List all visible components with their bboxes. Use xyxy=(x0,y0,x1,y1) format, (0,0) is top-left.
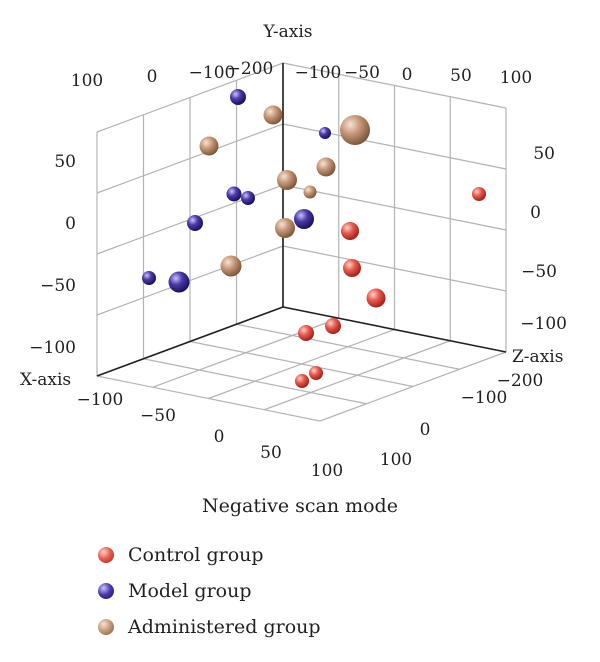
grid-line xyxy=(319,351,507,422)
point-control xyxy=(341,222,359,240)
top-tick-label: 0 xyxy=(147,67,158,87)
x-tick-label: 100 xyxy=(311,461,343,481)
point-administered xyxy=(275,218,295,238)
chart-subtitle: Negative scan mode xyxy=(202,495,398,517)
grid-line xyxy=(96,62,284,133)
y-tick-label: −50 xyxy=(521,262,557,282)
points-layer xyxy=(142,89,486,388)
legend-item-control: Control group xyxy=(98,540,264,570)
point-control xyxy=(309,366,323,380)
y-tick-label: 50 xyxy=(533,144,555,164)
y-tick-label: 0 xyxy=(65,214,76,234)
axis-titles: Y-axis X-axis Z-axis xyxy=(20,22,563,390)
y-tick-label: −50 xyxy=(40,276,76,296)
point-administered xyxy=(316,157,336,177)
top-tick-label: 100 xyxy=(500,68,532,88)
top-tick-label: 100 xyxy=(71,71,103,91)
top-tick-label: −50 xyxy=(344,63,380,83)
legend-item-model: Model group xyxy=(98,576,252,606)
point-control xyxy=(343,259,361,277)
x-tick-label: −50 xyxy=(140,406,176,426)
top-tick-label: 50 xyxy=(450,66,472,86)
legend-label: Control group xyxy=(128,544,264,566)
top-tick-label: −100 xyxy=(189,63,236,83)
grid-line xyxy=(96,375,321,422)
grid-line xyxy=(143,358,367,405)
x-axis-title: X-axis xyxy=(20,370,71,390)
scatter-plot-3d: 100 0 −100 −200 −100 −50 0 50 100 50 0 −… xyxy=(20,22,567,481)
z-tick-label: −200 xyxy=(497,371,544,391)
grid-line xyxy=(96,123,284,194)
point-administered xyxy=(263,105,283,125)
top-tick-labels: 100 0 −100 −200 −100 −50 0 50 100 xyxy=(71,59,532,91)
top-tick-label: −200 xyxy=(227,59,274,79)
legend-label: Model group xyxy=(128,580,252,602)
point-control xyxy=(295,374,309,388)
x-tick-label: −100 xyxy=(77,390,124,410)
top-tick-label: −100 xyxy=(295,63,342,83)
grid-line xyxy=(282,184,507,231)
x-tick-label: 0 xyxy=(214,427,225,447)
point-model xyxy=(142,271,156,285)
point-administered xyxy=(303,185,317,199)
y-tick-label: −100 xyxy=(520,314,567,334)
point-administered xyxy=(340,115,370,145)
top-tick-label: 0 xyxy=(402,65,413,85)
y-axis-tick-labels-left: 50 0 −50 −100 xyxy=(29,152,76,358)
grid-line xyxy=(264,340,451,411)
point-administered xyxy=(277,170,297,190)
point-model xyxy=(294,209,314,229)
grid-line xyxy=(96,245,284,316)
x-axis-tick-labels: −100 −50 0 50 100 xyxy=(77,390,344,481)
grid-line xyxy=(282,245,507,292)
x-tick-label: 50 xyxy=(260,443,282,463)
point-administered xyxy=(220,255,242,277)
y-axis-tick-labels-right: 50 0 −50 −100 xyxy=(520,144,567,334)
grid-line xyxy=(282,62,507,109)
point-control xyxy=(325,318,341,334)
legend-swatch-model xyxy=(98,583,114,599)
z-tick-label: 0 xyxy=(420,420,431,440)
legend-swatch-administered xyxy=(98,619,114,635)
point-control xyxy=(472,187,486,201)
y-tick-label: 0 xyxy=(530,203,541,223)
grid-lines xyxy=(96,62,507,422)
z-axis-tick-labels: −200 −100 0 100 xyxy=(380,371,544,470)
grid-line xyxy=(208,328,395,400)
y-tick-label: −100 xyxy=(29,338,76,358)
legend-item-administered: Administered group xyxy=(98,612,321,642)
point-model xyxy=(168,271,190,293)
point-control xyxy=(366,288,386,308)
legend-swatch-control xyxy=(98,547,114,563)
point-administered xyxy=(199,136,219,156)
z-axis-title: Z-axis xyxy=(512,347,563,367)
y-tick-label: 50 xyxy=(54,152,76,172)
point-model xyxy=(241,191,255,205)
point-model xyxy=(187,215,203,231)
z-tick-label: −100 xyxy=(461,388,508,408)
z-tick-label: 100 xyxy=(380,450,412,470)
point-model xyxy=(230,89,246,105)
y-axis-title: Y-axis xyxy=(263,22,313,42)
legend-label: Administered group xyxy=(128,616,321,638)
point-control xyxy=(298,325,314,341)
point-model xyxy=(319,127,331,139)
point-model xyxy=(226,186,242,202)
